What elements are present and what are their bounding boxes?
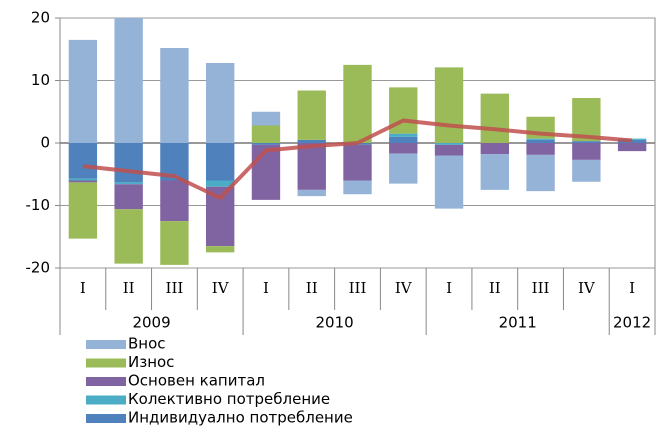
legend-swatch — [86, 358, 126, 368]
group-label: 2010 — [316, 314, 354, 332]
bar-segment — [297, 90, 326, 140]
bar-segment — [297, 143, 326, 190]
bar-segment — [572, 143, 601, 160]
legend-label: Индивидуално потребление — [128, 409, 353, 427]
x-tick-label: I — [263, 279, 269, 297]
bar-segment — [343, 64, 372, 143]
bar-segment — [68, 180, 98, 183]
legend-swatch — [86, 377, 126, 386]
bar-segment — [526, 154, 555, 192]
x-tick-label: IV — [212, 279, 230, 297]
legend-label: Основен капитал — [128, 372, 265, 390]
x-tick-label: II — [123, 279, 135, 297]
bar-segment — [526, 138, 555, 140]
bar-segment — [114, 18, 143, 143]
bar-segment — [617, 139, 647, 143]
x-tick-label: IV — [395, 279, 413, 297]
bar-segment — [206, 246, 235, 253]
bar-segment — [434, 67, 464, 143]
bar-segment — [206, 63, 235, 143]
x-tick-label: II — [306, 279, 318, 297]
x-tick-label: I — [446, 279, 452, 297]
legend-swatch — [86, 414, 126, 423]
bar-segment — [480, 143, 509, 155]
bar-segment — [68, 143, 98, 179]
legend-label: Износ — [128, 353, 174, 371]
bar-segment — [251, 111, 281, 126]
x-tick-label: II — [489, 279, 501, 297]
bar-segment — [526, 139, 555, 143]
bar-segment — [206, 180, 235, 187]
legend-swatch — [86, 395, 126, 405]
bar-segment — [434, 155, 464, 209]
group-label: 2012 — [613, 314, 651, 332]
bar-segment — [251, 143, 281, 145]
bar-segment — [389, 133, 418, 137]
x-tick-label: III — [349, 279, 367, 297]
bar-segment — [480, 154, 509, 190]
bar-segment — [160, 180, 189, 222]
bar-segment — [251, 125, 281, 143]
bar-segment — [251, 144, 281, 200]
bar-segment — [160, 221, 189, 265]
bar-segment — [114, 184, 143, 210]
bar-segment — [389, 143, 418, 154]
bar-segment — [297, 189, 326, 197]
bar-segment — [297, 139, 326, 143]
y-tick-label: -20 — [26, 259, 51, 277]
legend-label: Внос — [128, 335, 166, 353]
line-series — [82, 118, 633, 200]
group-label: 2011 — [499, 314, 537, 332]
bar-segment — [343, 144, 372, 181]
bar-segment — [114, 209, 143, 264]
bar-segment — [206, 143, 235, 181]
bar-segment — [480, 93, 509, 143]
bar-segment — [68, 182, 98, 239]
group-label: 2009 — [132, 314, 170, 332]
bar-segment — [389, 153, 418, 184]
x-tick-label: IV — [578, 279, 596, 297]
bar-segment — [160, 48, 189, 143]
bar-segment — [526, 143, 555, 155]
bar-segment — [434, 143, 464, 145]
bar-segment — [114, 143, 143, 183]
bar-segment — [114, 182, 143, 185]
x-tick-label: III — [532, 279, 550, 297]
bar-segment — [389, 136, 418, 143]
bar-segment — [572, 98, 601, 142]
bar-segment — [68, 39, 98, 143]
y-tick-label: 20 — [31, 9, 50, 27]
legend-label: Колективно потребление — [128, 390, 330, 408]
x-tick-label: I — [629, 279, 635, 297]
x-tick-label: III — [166, 279, 184, 297]
bar-segment — [617, 143, 647, 152]
bar-segment — [572, 159, 601, 182]
bar-segment — [343, 180, 372, 195]
y-tick-label: -10 — [26, 196, 51, 214]
bar-segment — [68, 178, 98, 181]
bar-segment — [572, 141, 601, 143]
bar-segment — [434, 144, 464, 156]
y-tick-label: 0 — [40, 134, 50, 152]
x-tick-label: I — [80, 279, 86, 297]
legend-swatch — [86, 340, 126, 349]
y-tick-label: 10 — [31, 71, 50, 89]
